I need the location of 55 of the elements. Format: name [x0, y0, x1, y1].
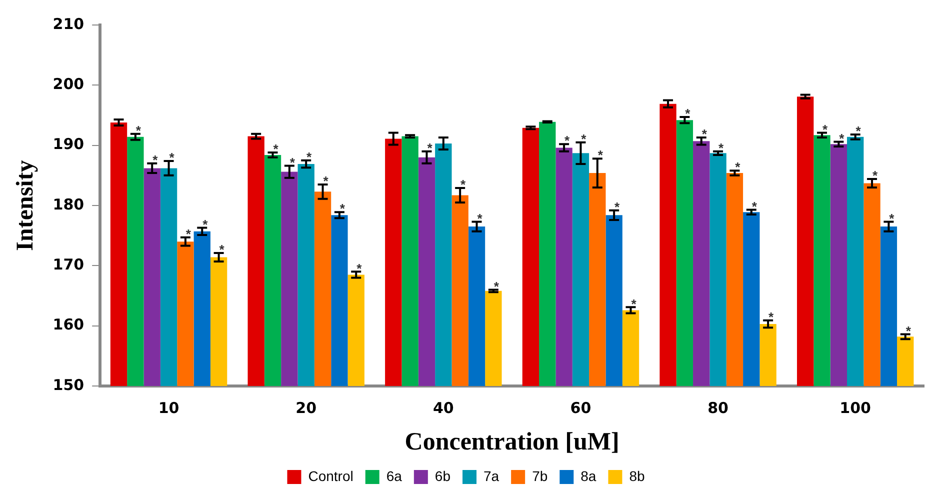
y-axis-title: Intensity	[12, 160, 39, 251]
data-label: *	[427, 140, 434, 156]
y-tick-label: 180	[52, 195, 84, 214]
data-label: *	[839, 130, 846, 146]
legend-label: 7b	[532, 468, 548, 484]
data-label: *	[752, 198, 758, 214]
data-label: *	[702, 126, 708, 142]
data-label: *	[564, 133, 571, 148]
data-label: *	[598, 148, 604, 163]
data-label: *	[136, 122, 142, 138]
data-label: *	[306, 149, 313, 164]
legend-label: 8a	[580, 468, 596, 484]
y-tick-label: 200	[52, 75, 84, 94]
data-label: *	[856, 124, 862, 139]
x-tick-label: 100	[840, 398, 871, 417]
data-label: *	[219, 242, 226, 258]
data-label: *	[906, 323, 912, 338]
data-label: *	[202, 216, 209, 232]
y-tick-label: 190	[52, 135, 84, 154]
data-label: *	[494, 278, 500, 294]
data-label: *	[822, 122, 828, 137]
data-label: *	[340, 201, 346, 216]
x-tick-label: 40	[432, 398, 454, 417]
data-label: *	[889, 210, 896, 226]
legend-label: 6a	[386, 468, 402, 484]
data-label: *	[718, 140, 724, 156]
x-tick-label: 60	[570, 398, 592, 417]
legend-label: 7a	[483, 468, 500, 484]
x-tick-label: 80	[708, 398, 728, 417]
y-tick-label: 150	[52, 376, 84, 394]
legend-label: 8b	[629, 468, 645, 484]
data-label: *	[186, 226, 192, 242]
data-label: *	[290, 154, 296, 170]
data-label: *	[152, 152, 159, 168]
x-axis-title: Concentration [uM]	[404, 428, 620, 456]
data-label: *	[631, 296, 638, 312]
data-label: *	[169, 150, 176, 166]
data-label: *	[685, 106, 692, 122]
data-label: *	[356, 260, 363, 276]
y-tick-label: 170	[52, 256, 84, 274]
data-label: *	[735, 160, 742, 175]
x-tick-label: 10	[158, 398, 180, 417]
data-label: *	[323, 174, 330, 189]
legend-label: 6b	[434, 468, 451, 484]
data-label: *	[477, 210, 484, 226]
y-tick-label: 160	[52, 316, 84, 334]
y-tick-label: 210	[52, 14, 84, 33]
x-tick-label: 20	[296, 398, 317, 417]
data-label: *	[581, 131, 588, 146]
data-label: *	[460, 177, 467, 192]
data-label: *	[872, 168, 878, 184]
data-label: *	[614, 199, 621, 214]
legend-label: Control	[308, 468, 354, 484]
data-label: *	[273, 142, 280, 157]
data-label: *	[768, 309, 775, 324]
